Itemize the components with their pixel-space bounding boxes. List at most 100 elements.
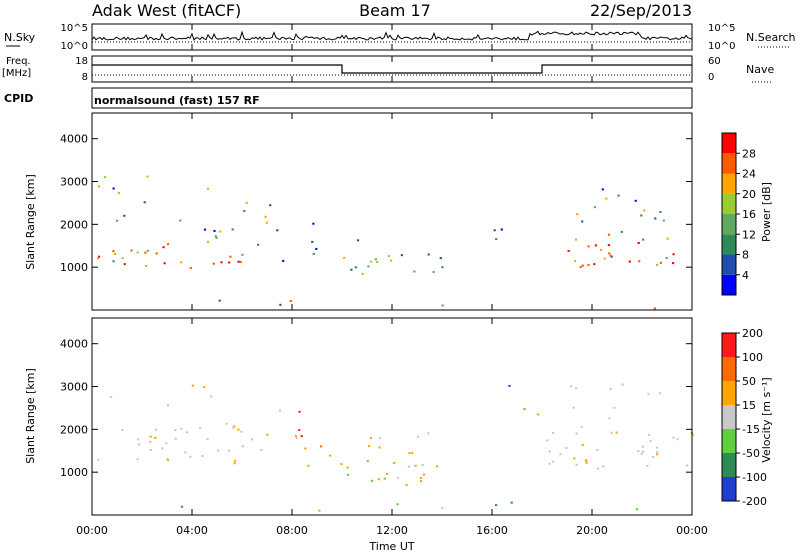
data-cell (154, 428, 157, 431)
data-cell (117, 191, 120, 194)
data-cell (243, 210, 246, 212)
data-cell (233, 425, 236, 428)
data-cell (368, 445, 371, 447)
data-cell (546, 439, 549, 442)
data-cell (552, 432, 555, 434)
x-tick-label: 00:00 (76, 524, 108, 537)
data-cell (369, 260, 372, 263)
data-cell (162, 246, 165, 249)
data-cell (601, 188, 604, 191)
data-cell (307, 464, 310, 467)
velocity-panel-frame (91, 317, 693, 516)
data-cell (495, 238, 498, 241)
data-cell (379, 437, 382, 440)
data-cell (112, 187, 115, 190)
data-cell (377, 478, 381, 481)
velocity-ylabel: Slant Range [km] (24, 368, 37, 464)
data-cell (581, 444, 584, 446)
data-cell (241, 253, 244, 256)
data-cell (300, 435, 303, 438)
colorbar-tick-label: -15 (742, 423, 760, 436)
nsky-line (91, 30, 693, 41)
y-tick-label: 1000 (60, 466, 88, 479)
cpid-panel-frame (91, 87, 693, 109)
data-cell (386, 472, 389, 475)
colorbar-swatch (722, 173, 736, 194)
colorbar-tick-label: -200 (742, 495, 767, 508)
data-cell (573, 457, 576, 460)
data-cell (655, 446, 659, 449)
data-cell (523, 408, 526, 410)
data-cell (123, 214, 126, 217)
power-colorbar-label: Power [dB] (760, 182, 773, 242)
colorbar-tick-label: 200 (742, 327, 763, 340)
data-cell (138, 443, 141, 446)
colorbar-swatch (722, 429, 736, 453)
nave-tick-top: 60 (708, 56, 721, 67)
data-cell (574, 238, 578, 241)
data-cell (320, 445, 323, 448)
data-cell (232, 426, 235, 429)
data-cell (435, 465, 439, 468)
data-cell (165, 442, 168, 445)
data-cell (419, 476, 423, 479)
data-cell (493, 229, 496, 232)
velocity-y-axis: 1000 2000 3000 4000 (60, 338, 692, 479)
data-cell (593, 206, 596, 209)
data-cell (276, 229, 279, 232)
data-cell (581, 220, 584, 223)
data-cell (144, 251, 147, 254)
data-cell (369, 436, 373, 439)
data-cell (233, 462, 236, 465)
colorbar-swatch (722, 357, 736, 381)
colorbar-tick-label: -100 (742, 471, 767, 484)
data-cell (665, 257, 668, 259)
freq-trace (92, 64, 692, 74)
colorbar-swatch (722, 133, 736, 154)
colorbar-swatch (722, 274, 736, 296)
data-cell (659, 210, 662, 213)
data-cell (649, 440, 652, 442)
data-cell (231, 228, 234, 231)
velocity-colorbar-label: Velocity [m s⁻¹] (760, 377, 773, 462)
colorbar-tick-label: 100 (742, 351, 763, 364)
data-cell (350, 268, 353, 271)
freq-tick-bottom: 8 (82, 72, 88, 83)
data-cell (393, 462, 396, 464)
data-cell (97, 255, 101, 258)
data-cell (218, 299, 221, 302)
data-cell (260, 448, 263, 451)
data-cell (610, 431, 613, 434)
data-cell (613, 406, 616, 409)
data-cell (294, 435, 297, 438)
data-cell (656, 453, 659, 456)
data-cell (217, 449, 220, 452)
data-cell (145, 265, 148, 267)
cpid-label: CPID (4, 92, 33, 105)
data-cell (233, 459, 237, 462)
data-cell (414, 464, 417, 467)
data-cell (643, 209, 646, 212)
power-panel-frame (91, 112, 693, 311)
nave-tick-bottom: 0 (708, 72, 714, 83)
data-cell (422, 473, 425, 476)
y-tick-label: 2000 (60, 423, 88, 436)
data-cell (123, 263, 126, 266)
colorbar-tick-label: 15 (742, 399, 756, 412)
data-cell (441, 507, 444, 510)
data-cell (640, 452, 643, 455)
data-cell (136, 251, 139, 254)
data-cell (658, 392, 662, 395)
data-cell (608, 252, 611, 255)
data-cell (112, 260, 115, 263)
data-cell (647, 393, 650, 396)
data-cell (637, 242, 640, 244)
data-cell (413, 270, 416, 273)
data-cell (579, 266, 582, 268)
data-cell (155, 252, 158, 255)
data-cell (318, 509, 321, 512)
data-cell (510, 501, 513, 504)
data-cell (367, 265, 370, 268)
freq-label-1: Freq. (6, 56, 31, 67)
data-cell (206, 240, 210, 243)
